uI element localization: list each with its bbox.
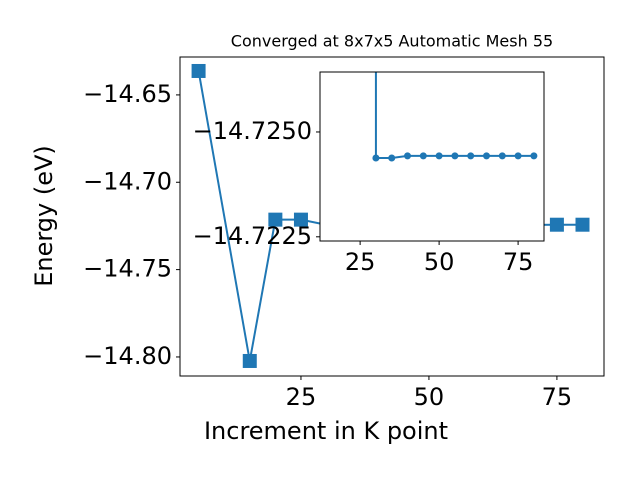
x-tick-label: 50 [424, 248, 455, 276]
y-tick-label: −14.75 [83, 255, 172, 283]
y-tick-label: −14.7250 [193, 117, 312, 145]
marker [575, 217, 590, 232]
marker [514, 152, 522, 160]
axes-frame [319, 71, 545, 242]
marker [419, 152, 427, 160]
y-tick-label: −14.65 [83, 80, 172, 108]
marker [388, 154, 396, 162]
x-axis-label: Increment in K point [204, 417, 448, 445]
y-axis-label: Energy (eV) [30, 145, 58, 287]
y-tick-label: −14.80 [83, 342, 172, 370]
x-tick-label: 50 [414, 383, 445, 411]
marker [498, 152, 506, 160]
x-tick-label: 75 [542, 383, 573, 411]
x-tick-label: 25 [286, 383, 317, 411]
marker [549, 217, 564, 232]
marker [242, 353, 257, 368]
y-tick-label: −14.70 [83, 167, 172, 195]
marker [482, 152, 490, 160]
marker [268, 212, 283, 227]
marker [372, 154, 380, 162]
y-tick-label: −14.7225 [193, 222, 312, 250]
chart-title: Converged at 8x7x5 Automatic Mesh 55 [231, 32, 553, 51]
marker [467, 152, 475, 160]
plot-layer [372, 72, 538, 162]
marker [293, 212, 308, 227]
x-tick-label: 25 [345, 248, 376, 276]
marker [435, 152, 443, 160]
marker [191, 63, 206, 78]
marker [530, 152, 538, 160]
x-tick-label: 75 [503, 248, 534, 276]
marker [451, 152, 459, 160]
marker [404, 152, 412, 160]
axes-frame [179, 56, 605, 377]
